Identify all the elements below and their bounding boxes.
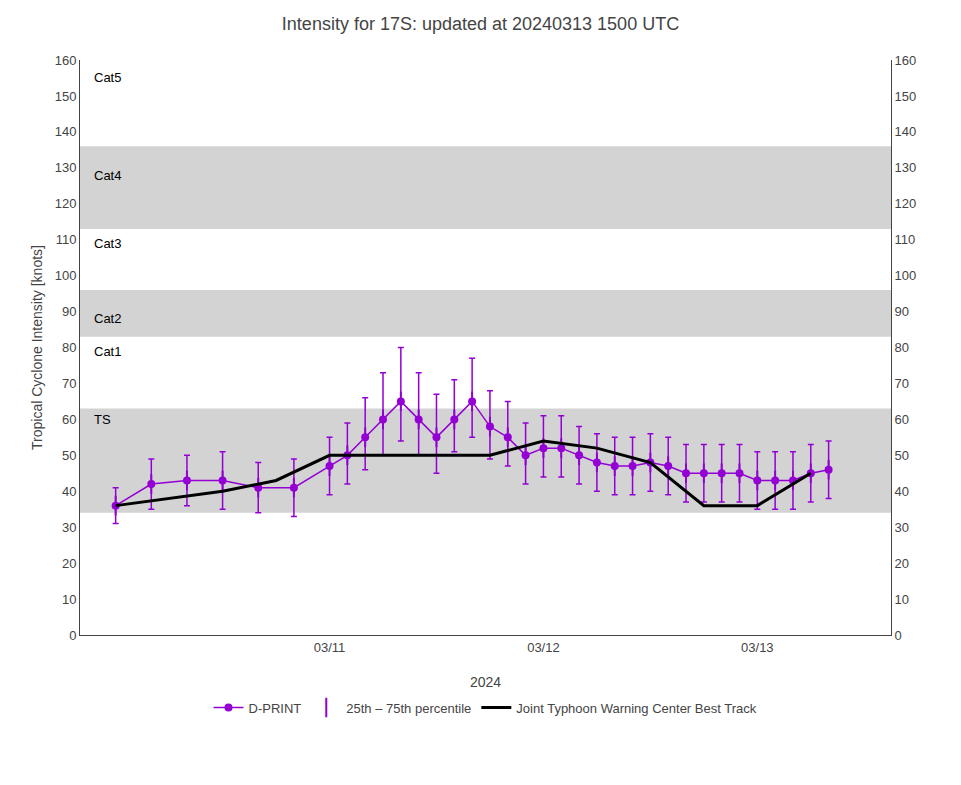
svg-text:Cat3: Cat3: [94, 236, 121, 251]
svg-text:0: 0: [895, 628, 902, 643]
svg-text:150: 150: [895, 88, 917, 103]
svg-text:20: 20: [62, 556, 76, 571]
svg-text:30: 30: [62, 520, 76, 535]
svg-text:50: 50: [62, 448, 76, 463]
svg-text:70: 70: [62, 376, 76, 391]
svg-text:150: 150: [55, 88, 77, 103]
svg-text:20: 20: [895, 556, 909, 571]
svg-text:120: 120: [55, 196, 77, 211]
svg-text:90: 90: [62, 304, 76, 319]
svg-text:100: 100: [55, 268, 77, 283]
svg-text:140: 140: [895, 124, 917, 139]
svg-text:80: 80: [895, 340, 909, 355]
svg-text:Cat5: Cat5: [94, 70, 121, 85]
svg-text:D-PRINT: D-PRINT: [249, 701, 302, 716]
svg-text:90: 90: [895, 304, 909, 319]
svg-text:03/11: 03/11: [314, 640, 346, 655]
svg-text:03/12: 03/12: [527, 640, 560, 655]
svg-text:160: 160: [895, 53, 917, 68]
svg-text:TS: TS: [94, 412, 111, 427]
svg-text:Cat4: Cat4: [94, 168, 121, 183]
svg-text:2024: 2024: [470, 674, 501, 690]
svg-text:Tropical Cyclone Intensity [kn: Tropical Cyclone Intensity [knots]: [29, 245, 45, 450]
svg-text:Joint Typhoon Warning Center B: Joint Typhoon Warning Center Best Track: [516, 701, 756, 716]
svg-text:0: 0: [69, 628, 76, 643]
svg-text:130: 130: [55, 160, 77, 175]
svg-text:30: 30: [895, 520, 909, 535]
svg-text:10: 10: [895, 592, 909, 607]
svg-text:25th – 75th percentile: 25th – 75th percentile: [346, 701, 471, 716]
svg-text:Cat2: Cat2: [94, 311, 121, 326]
svg-text:140: 140: [55, 124, 77, 139]
svg-text:60: 60: [62, 412, 76, 427]
svg-text:110: 110: [895, 232, 916, 247]
svg-text:03/13: 03/13: [741, 640, 774, 655]
svg-text:60: 60: [895, 412, 909, 427]
svg-text:160: 160: [55, 53, 77, 68]
svg-text:40: 40: [895, 484, 909, 499]
svg-text:100: 100: [895, 268, 917, 283]
svg-text:10: 10: [62, 592, 76, 607]
svg-text:Cat1: Cat1: [94, 344, 121, 359]
svg-text:40: 40: [62, 484, 76, 499]
svg-text:130: 130: [895, 160, 917, 175]
svg-text:80: 80: [62, 340, 76, 355]
svg-text:120: 120: [895, 196, 917, 211]
svg-text:Intensity for 17S: updated at: Intensity for 17S: updated at 20240313 1…: [282, 14, 679, 34]
svg-text:70: 70: [895, 376, 909, 391]
svg-text:110: 110: [56, 232, 77, 247]
svg-text:50: 50: [895, 448, 909, 463]
